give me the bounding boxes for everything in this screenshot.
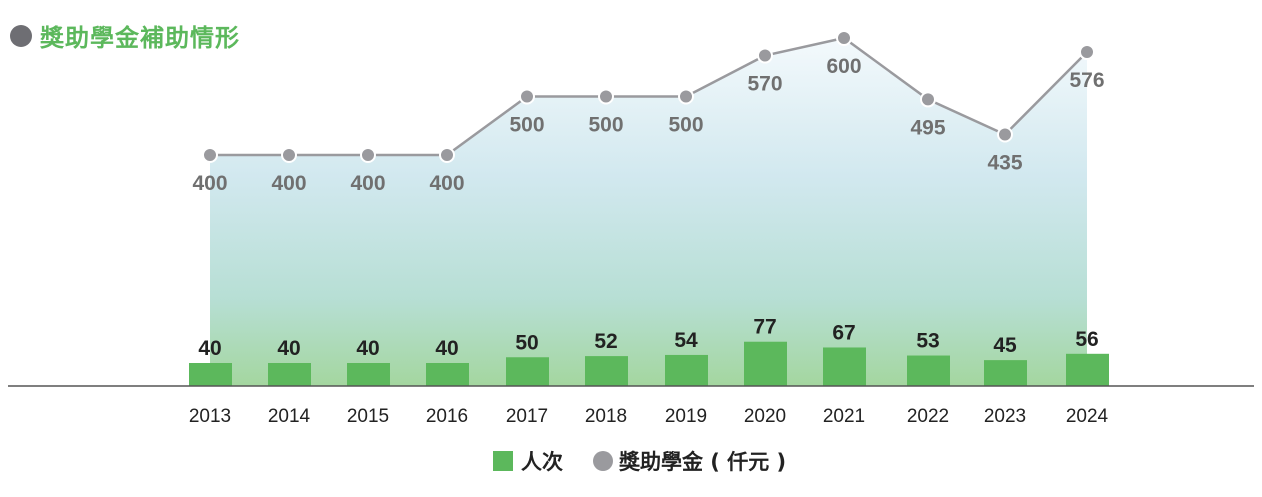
bar-value-label: 52: [594, 330, 617, 353]
line-value-label: 570: [747, 73, 782, 96]
bar: [984, 360, 1027, 386]
line-value-label: 400: [192, 172, 227, 195]
x-axis-labels: 2013 2014 2015 2016 2017 2018 2019 2020 2021 2022…: [189, 406, 1109, 427]
bar: [823, 347, 866, 386]
bar: [347, 363, 390, 386]
bar: [665, 354, 708, 386]
line-value-label: 400: [429, 172, 464, 195]
line-point: [598, 88, 614, 105]
line-point: [281, 147, 297, 163]
line-value-label: 600: [826, 55, 861, 78]
line-value-label: 495: [910, 116, 945, 139]
bar: [585, 356, 628, 386]
line-point: [202, 147, 218, 163]
legend-item-people: 人次: [493, 446, 563, 476]
bar-value-label: 56: [1075, 328, 1098, 351]
bar-value-label: 67: [832, 321, 855, 344]
x-tick-label: 2013: [189, 406, 231, 427]
line-value-label: 500: [509, 114, 544, 137]
line-point: [1079, 44, 1095, 61]
x-tick-label: 2017: [506, 406, 548, 427]
x-tick-label: 2022: [907, 406, 949, 427]
line-point: [836, 30, 852, 46]
bar-value-label: 50: [515, 331, 538, 354]
line-value-label: 500: [588, 114, 623, 137]
bar-value-label: 54: [674, 329, 698, 352]
bar: [506, 357, 549, 386]
bar-value-label: 45: [993, 334, 1017, 357]
bar: [189, 363, 232, 386]
bar: [268, 363, 311, 386]
bar-value-label: 40: [277, 337, 300, 360]
legend-square-icon: [493, 451, 513, 471]
legend-circle-icon: [593, 451, 613, 471]
x-tick-label: 2021: [823, 406, 865, 427]
line-point: [360, 147, 376, 163]
x-tick-label: 2019: [665, 406, 707, 427]
legend-label-scholarship: 獎助學金 ( 仟元 ): [619, 450, 787, 474]
x-tick-label: 2024: [1066, 406, 1109, 427]
chart-title-text: 獎助學金補助情形: [40, 24, 240, 52]
line-value-label: 576: [1069, 69, 1104, 92]
line-value-label: 400: [271, 172, 306, 195]
line-point: [757, 47, 773, 64]
line-point: [997, 126, 1013, 143]
x-tick-label: 2018: [585, 406, 627, 427]
chart-title: 獎助學金補助情形: [10, 18, 240, 53]
bar: [744, 341, 787, 386]
x-tick-label: 2015: [347, 406, 389, 427]
legend-item-scholarship: 獎助學金 ( 仟元 ): [593, 446, 786, 476]
line-point: [519, 88, 535, 105]
x-tick-label: 2020: [744, 406, 786, 427]
line-point: [439, 147, 455, 163]
line-value-label: 500: [668, 114, 703, 137]
line-area-fill: [210, 38, 1087, 386]
bar: [1066, 353, 1109, 386]
legend: 人次 獎助學金 ( 仟元 ): [493, 446, 816, 476]
bar-series: 40 40 40 40 50 52 54 77 67 53 45 56: [189, 316, 1109, 386]
line-series: 400 400 400 400 500 500 500 570 600 495 435 576: [192, 30, 1105, 195]
bar-value-label: 40: [198, 337, 221, 360]
bar-value-label: 40: [356, 337, 379, 360]
bar-value-label: 40: [435, 337, 458, 360]
legend-label-people: 人次: [521, 450, 563, 474]
line-point: [678, 88, 694, 105]
line-value-label: 400: [350, 172, 385, 195]
bar: [907, 355, 950, 386]
line-point: [920, 91, 936, 108]
x-tick-label: 2016: [426, 406, 468, 427]
bar: [426, 363, 469, 386]
x-tick-label: 2014: [268, 406, 311, 427]
bar-value-label: 53: [916, 330, 939, 353]
x-tick-label: 2023: [984, 406, 1026, 427]
bar-value-label: 77: [753, 316, 776, 339]
title-bullet-icon: [10, 24, 32, 47]
line-value-label: 435: [987, 152, 1022, 175]
